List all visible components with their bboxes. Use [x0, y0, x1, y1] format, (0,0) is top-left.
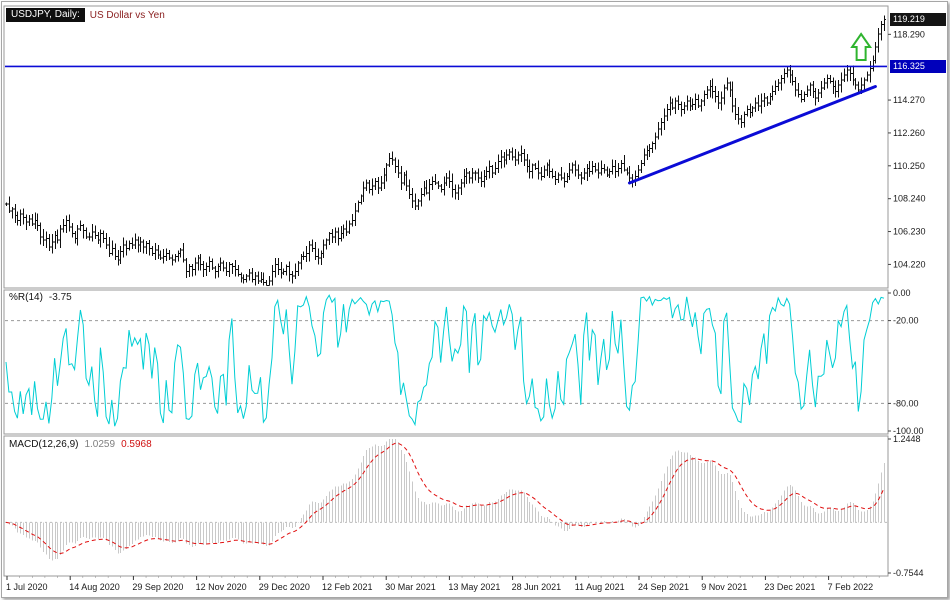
time-tick-label: 29 Sep 2020: [132, 582, 183, 592]
price-tick-label: 112.260: [893, 128, 925, 138]
hline-price-tag: 116.325: [890, 60, 946, 73]
price-tick-label: 118.290: [893, 29, 925, 39]
time-tick-label: 12 Feb 2021: [322, 582, 373, 592]
macd-main-value: 1.0259: [84, 439, 116, 450]
green-up-arrow-icon[interactable]: [850, 32, 873, 61]
time-tick-label: 24 Sep 2021: [638, 582, 689, 592]
price-panel-frame: [3, 5, 889, 289]
symbol-description: US Dollar vs Yen: [89, 9, 165, 21]
trendline[interactable]: [627, 84, 877, 185]
price-tick-label: 108.240: [893, 194, 926, 204]
macd-axis-labels: 1.2448 -0.7544: [888, 434, 924, 578]
time-tick-label: 12 Nov 2020: [196, 582, 247, 592]
symbol-timeframe-label: USDJPY, Daily:: [6, 8, 85, 22]
macd-label-row: MACD(12,26,9) 1.0259 0.5968: [9, 439, 152, 450]
wpr-label-row: %R(14) -3.75: [9, 292, 72, 303]
macd-indicator-label: MACD(12,26,9): [9, 439, 79, 450]
price-bars: [4, 15, 887, 286]
wpr-tick-label: 0.00: [893, 288, 911, 298]
price-axis-labels: 118.290 114.270 112.260 110.250 108.240 106.2…: [888, 29, 926, 269]
macd-signal-line: [5, 442, 885, 555]
wpr-current-value: -3.75: [48, 292, 72, 303]
price-tick-label: 104.220: [893, 259, 926, 269]
time-tick-label: 9 Nov 2021: [701, 582, 747, 592]
wpr-tick-label: -80.00: [893, 398, 919, 408]
time-tick-label: 30 Mar 2021: [385, 582, 436, 592]
wpr-tick-label: -100.00: [893, 426, 924, 436]
time-tick-label: 1 Jul 2020: [6, 582, 48, 592]
wpr-line: [5, 294, 885, 427]
time-axis: 1 Jul 2020 14 Aug 2020 29 Sep 2020 12 Nov 2…: [6, 576, 880, 592]
time-tick-label: 14 Aug 2020: [69, 582, 120, 592]
current-price-tag: 119.219: [890, 13, 946, 26]
macd-tick-label: -0.7544: [893, 568, 924, 578]
wpr-tick-label: -20.00: [893, 316, 919, 326]
price-tick-label: 114.270: [893, 95, 925, 105]
time-tick-label: 7 Feb 2022: [828, 582, 874, 592]
price-tick-label: 110.250: [893, 161, 925, 171]
macd-histogram: [9, 439, 885, 561]
macd-signal-value: 0.5968: [121, 439, 152, 450]
time-tick-label: 13 May 2021: [448, 582, 500, 592]
time-tick-label: 28 Jun 2021: [512, 582, 562, 592]
wpr-axis-labels: 0.00 -20.00 -80.00 -100.00: [888, 288, 924, 436]
wpr-indicator-label: %R(14): [9, 292, 43, 303]
time-tick-label: 11 Aug 2021: [575, 582, 625, 592]
macd-tick-label: 1.2448: [893, 434, 921, 444]
time-tick-label: 29 Dec 2020: [259, 582, 310, 592]
time-tick-label: 23 Dec 2021: [764, 582, 815, 592]
chart-header: USDJPY, Daily: US Dollar vs Yen: [6, 8, 165, 22]
price-tick-label: 106.230: [893, 227, 926, 237]
